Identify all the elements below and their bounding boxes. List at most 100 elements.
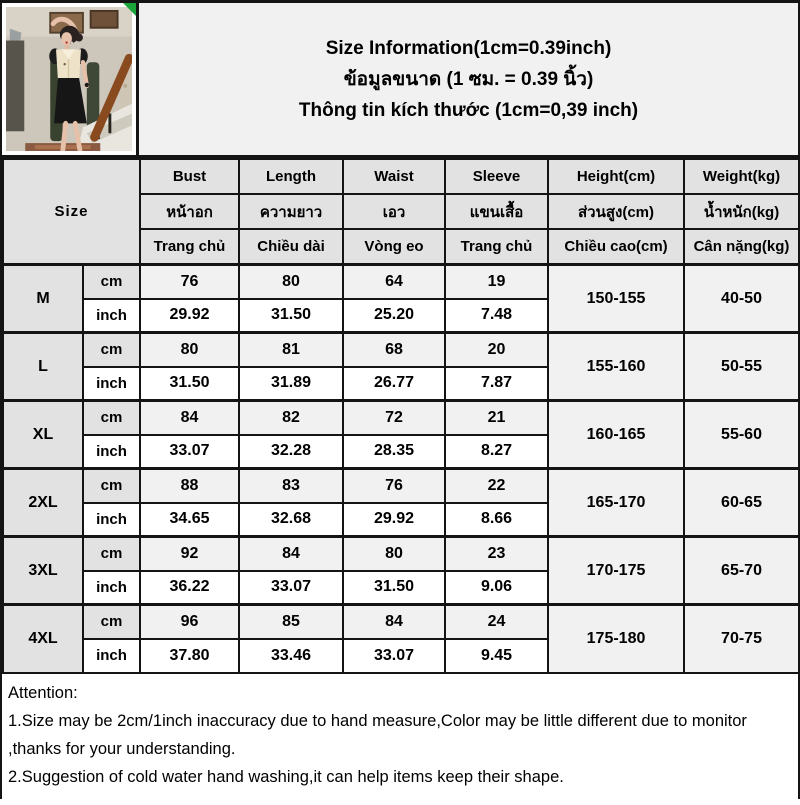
col-header-weight-th: น้ำหนัก(kg) [683,193,800,230]
unit-label-inch: inch [81,365,142,402]
value-m-inch-sleeve: 7.48 [444,297,550,334]
product-photo [2,3,139,155]
range-m-weight: 40-50 [683,263,800,334]
value-4xl-cm-waist: 84 [342,603,447,640]
unit-label-cm: cm [81,399,142,436]
unit-label-inch: inch [81,569,142,606]
unit-label-inch: inch [81,297,142,334]
value-4xl-inch-length: 33.46 [238,637,345,674]
value-xl-cm-waist: 72 [342,399,447,436]
col-header-length-vi: Chiều dài [238,228,345,266]
range-l-weight: 50-55 [683,331,800,402]
value-m-cm-bust: 76 [139,263,241,300]
title-thai: ข้อมูลขนาด (1 ซม. = 0.39 นิ้ว) [343,68,594,90]
value-l-cm-bust: 80 [139,331,241,368]
value-xl-inch-waist: 28.35 [342,433,447,470]
value-xl-inch-length: 32.28 [238,433,345,470]
unit-label-inch: inch [81,433,142,470]
title-vietnamese: Thông tin kích thước (1cm=0,39 inch) [298,99,639,121]
range-3xl-height: 170-175 [547,535,686,606]
value-2xl-cm-waist: 76 [342,467,447,504]
col-header-sleeve-vi: Trang chủ [444,228,550,266]
value-2xl-inch-waist: 29.92 [342,501,447,538]
col-header-bust-en: Bust [139,158,241,195]
value-3xl-inch-length: 33.07 [238,569,345,606]
range-l-height: 155-160 [547,331,686,402]
range-xl-height: 160-165 [547,399,686,470]
unit-label-cm: cm [81,535,142,572]
value-4xl-inch-sleeve: 9.45 [444,637,550,674]
attention-heading: Attention: [8,683,78,702]
value-2xl-inch-bust: 34.65 [139,501,241,538]
col-header-weight-en: Weight(kg) [683,158,800,195]
value-4xl-inch-waist: 33.07 [342,637,447,674]
value-4xl-inch-bust: 37.80 [139,637,241,674]
value-m-inch-length: 31.50 [238,297,345,334]
attention-note-1-cont: ,thanks for your understanding. [8,739,236,758]
size-label-2xl: 2XL [2,467,84,538]
value-3xl-cm-length: 84 [238,535,345,572]
title-english: Size Information(1cm=0.39inch) [325,37,612,59]
size-table: Size Bust Length Waist Sleeve Height(cm)… [1,158,800,674]
value-3xl-cm-waist: 80 [342,535,447,572]
col-header-height-en: Height(cm) [547,158,686,195]
size-corner-label: Size [1,158,142,266]
value-l-cm-length: 81 [238,331,345,368]
col-header-height-vi: Chiều cao(cm) [547,228,686,266]
product-photo-illustration [6,7,132,151]
attention-note-2: 2.Suggestion of cold water hand washing,… [8,767,564,786]
value-2xl-cm-length: 83 [238,467,345,504]
value-l-inch-bust: 31.50 [139,365,241,402]
unit-label-cm: cm [81,603,142,640]
col-header-bust-vi: Trang chủ [139,228,241,266]
unit-label-cm: cm [81,331,142,368]
value-3xl-inch-bust: 36.22 [139,569,241,606]
value-3xl-cm-bust: 92 [139,535,241,572]
size-label-xl: XL [2,399,84,470]
col-header-bust-th: หน้าอก [139,193,241,230]
value-m-cm-sleeve: 19 [444,263,550,300]
value-2xl-cm-bust: 88 [139,467,241,504]
value-xl-inch-sleeve: 8.27 [444,433,550,470]
range-3xl-weight: 65-70 [683,535,800,606]
unit-label-cm: cm [81,467,142,504]
value-4xl-cm-sleeve: 24 [444,603,550,640]
range-xl-weight: 55-60 [683,399,800,470]
unit-label-inch: inch [81,501,142,538]
value-xl-inch-bust: 33.07 [139,433,241,470]
value-l-cm-sleeve: 20 [444,331,550,368]
attention-notes: Attention: 1.Size may be 2cm/1inch inacc… [2,673,798,805]
value-3xl-inch-sleeve: 9.06 [444,569,550,606]
value-m-inch-bust: 29.92 [139,297,241,334]
col-header-weight-vi: Cân nặng(kg) [683,228,800,266]
value-4xl-cm-bust: 96 [139,603,241,640]
value-l-inch-waist: 26.77 [342,365,447,402]
value-3xl-cm-sleeve: 23 [444,535,550,572]
value-xl-cm-length: 82 [238,399,345,436]
range-2xl-weight: 60-65 [683,467,800,538]
value-2xl-cm-sleeve: 22 [444,467,550,504]
col-header-waist-th: เอว [342,193,447,230]
unit-label-inch: inch [81,637,142,674]
value-l-cm-waist: 68 [342,331,447,368]
col-header-length-th: ความยาว [238,193,345,230]
col-header-waist-en: Waist [342,158,447,195]
unit-label-cm: cm [81,263,142,300]
title-block: Size Information(1cm=0.39inch) ข้อมูลขนา… [139,3,798,155]
col-header-waist-vi: Vòng eo [342,228,447,266]
value-m-cm-waist: 64 [342,263,447,300]
range-4xl-weight: 70-75 [683,603,800,674]
size-label-3xl: 3XL [2,535,84,606]
value-2xl-inch-length: 32.68 [238,501,345,538]
col-header-sleeve-th: แขนเสื้อ [444,193,550,230]
size-label-l: L [2,331,84,402]
attention-note-1: 1.Size may be 2cm/1inch inaccuracy due t… [8,711,747,730]
value-l-inch-length: 31.89 [238,365,345,402]
size-label-4xl: 4XL [2,603,84,674]
range-4xl-height: 175-180 [547,603,686,674]
value-3xl-inch-waist: 31.50 [342,569,447,606]
range-2xl-height: 165-170 [547,467,686,538]
col-header-length-en: Length [238,158,345,195]
col-header-sleeve-en: Sleeve [444,158,550,195]
